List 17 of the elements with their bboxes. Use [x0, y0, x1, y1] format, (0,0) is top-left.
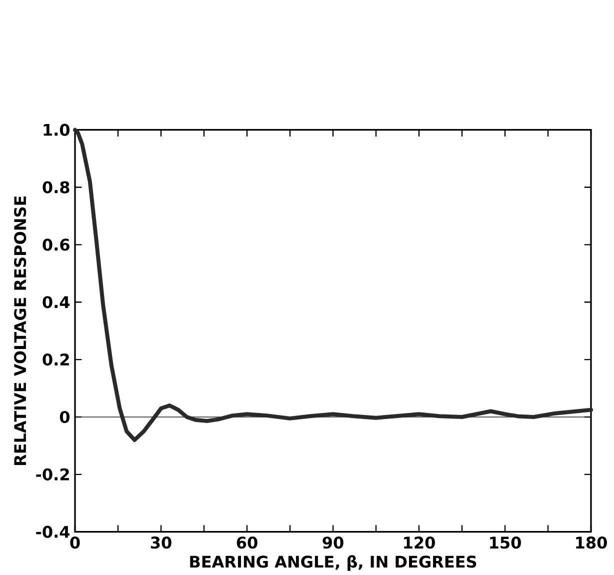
x-axis-title: BEARING ANGLE, β, IN DEGREES: [190, 555, 476, 571]
x-tick-label: 120: [404, 536, 435, 549]
y-axis-title: RELATIVE VOLTAGE RESPONSE: [14, 196, 26, 465]
y-tick-label: 0.2: [42, 353, 69, 366]
x-tick-label: 30: [150, 536, 172, 549]
y-tick-label: 0.8: [42, 181, 70, 194]
x-tick-label: 90: [322, 536, 344, 549]
y-tick-label: 1.0: [44, 124, 70, 136]
x-tick-label: 150: [490, 536, 521, 549]
y-tick-label: 0: [60, 410, 70, 423]
y-tick-label: 0.6: [42, 238, 70, 251]
x-tick-label: 180: [576, 536, 607, 549]
x-tick-label: 0: [70, 536, 80, 549]
x-tick-label: 60: [236, 536, 258, 549]
y-tick-label: -0.4: [36, 526, 70, 538]
y-tick-label: 0.4: [42, 296, 70, 308]
y-tick-label: -0.2: [36, 468, 69, 480]
